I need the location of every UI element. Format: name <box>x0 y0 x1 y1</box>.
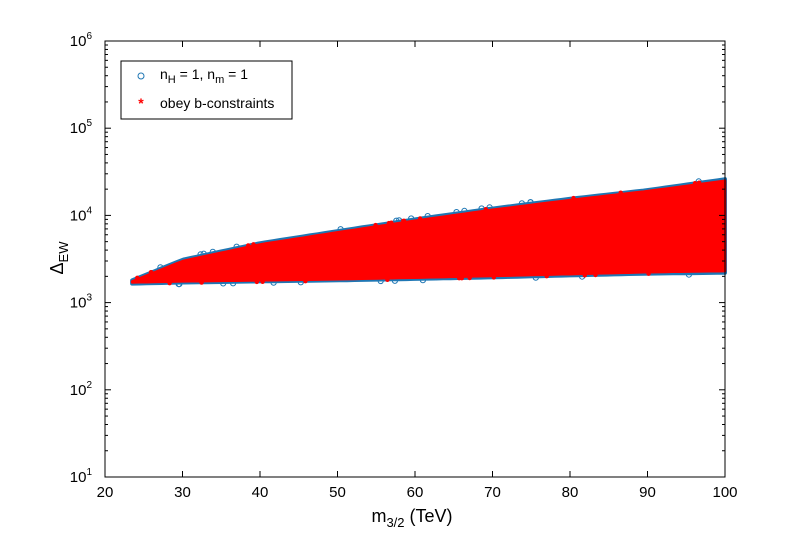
series-2-point <box>646 271 651 276</box>
series-2-point <box>618 190 623 195</box>
series-2-point <box>389 220 394 225</box>
y-tick-label: 101 <box>70 467 93 486</box>
series-layer <box>130 177 727 288</box>
series-2-point <box>417 216 423 221</box>
series-2-point <box>491 275 496 280</box>
y-tick-exponent: 4 <box>86 205 92 216</box>
series-2-point <box>483 207 488 212</box>
y-tick-exponent: 6 <box>86 31 92 42</box>
ticks-layer <box>104 40 726 478</box>
series-2-point <box>135 275 140 280</box>
x-axis-label: m3/2 (TeV) <box>371 506 452 530</box>
series-2-point <box>571 195 576 201</box>
series-2-point <box>167 281 172 286</box>
series-2-point <box>467 275 472 281</box>
y-tick-exponent: 5 <box>86 118 92 129</box>
x-tick-label: 40 <box>252 484 269 501</box>
y-tick-label: 102 <box>70 380 93 399</box>
y-tick-label: 106 <box>70 31 93 50</box>
legend-marker-asterisk: * <box>138 95 144 111</box>
y-tick-label: 104 <box>70 205 93 224</box>
y-axis-label: ΔEW <box>47 241 71 275</box>
y-tick-exponent: 3 <box>86 293 92 304</box>
series-2-point <box>373 222 378 228</box>
series-2-point <box>303 279 308 284</box>
x-tick-label: 80 <box>562 484 579 501</box>
series-2-cloud <box>130 179 727 284</box>
x-tick-label: 70 <box>484 484 501 501</box>
series-2-point <box>544 274 549 279</box>
series-2-point <box>697 180 702 185</box>
series-2-point <box>246 243 251 248</box>
y-tick-label: 103 <box>70 293 93 312</box>
series-2-point <box>457 276 462 281</box>
series-2-point <box>149 270 154 275</box>
x-tick-label: 20 <box>97 484 114 501</box>
y-tick-exponent: 2 <box>86 380 92 391</box>
series-2-point <box>199 280 204 285</box>
x-tick-label: 90 <box>639 484 656 501</box>
series-2-point <box>582 273 587 278</box>
series-2-point <box>260 279 265 284</box>
x-tick-labels: 20 30 40 50 60 70 80 90 100 <box>97 484 738 501</box>
x-tick-label: 50 <box>329 484 346 501</box>
y-tick-label: 105 <box>70 118 93 137</box>
legend: nH = 1, nm = 1 * obey b-constraints <box>120 60 293 120</box>
legend-box <box>120 60 293 120</box>
series-2-point <box>401 218 407 223</box>
x-tick-label: 30 <box>174 484 191 501</box>
series-2-point <box>385 277 390 282</box>
legend-marker-circle <box>137 72 145 80</box>
y-tick-labels: 101 102 103 104 105 106 <box>70 31 93 486</box>
series-2-point <box>254 279 259 285</box>
series-2-point <box>251 242 256 247</box>
series-2-point <box>692 181 698 186</box>
y-tick-exponent: 1 <box>86 467 92 478</box>
series-2-point <box>593 272 598 278</box>
series-2-points <box>130 179 727 286</box>
legend-label-series-2: obey b-constraints <box>160 95 274 111</box>
legend-label-series-1: nH = 1, nm = 1 <box>160 66 248 86</box>
x-tick-label: 60 <box>407 484 424 501</box>
x-tick-label: 100 <box>712 484 737 501</box>
